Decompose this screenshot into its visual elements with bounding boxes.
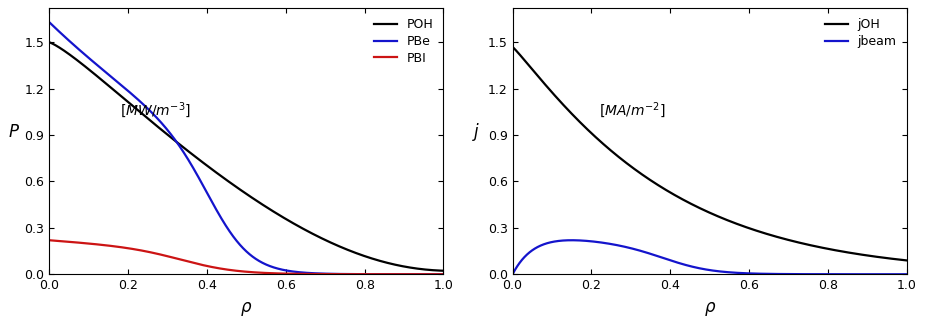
PBI: [64, 240, 75, 244]
jbeam: [566, 238, 577, 242]
POH: [64, 52, 75, 56]
jOH: [901, 259, 912, 262]
PBI: [43, 238, 55, 242]
PBe: [426, 272, 438, 276]
jbeam: [901, 272, 912, 276]
POH: [438, 269, 449, 273]
jbeam: [890, 272, 901, 276]
POH: [43, 40, 55, 44]
POH: [225, 181, 236, 185]
PBe: [426, 272, 438, 276]
X-axis label: ρ: ρ: [704, 298, 715, 316]
PBI: [236, 269, 247, 273]
Legend: POH, PBe, PBI: POH, PBe, PBI: [371, 15, 438, 69]
PBI: [426, 272, 438, 276]
jbeam: [688, 265, 699, 269]
jbeam: [507, 272, 518, 276]
POH: [354, 252, 365, 256]
Line: POH: POH: [49, 42, 443, 271]
Legend: jOH, jbeam: jOH, jbeam: [821, 15, 900, 52]
PBI: [426, 272, 438, 276]
jOH: [527, 68, 538, 72]
PBI: [438, 272, 449, 276]
PBI: [225, 268, 236, 272]
PBe: [225, 231, 236, 235]
PBe: [236, 244, 247, 248]
jOH: [698, 208, 709, 212]
PBe: [438, 272, 449, 276]
PBI: [354, 272, 365, 276]
PBe: [64, 39, 75, 43]
PBe: [43, 20, 55, 24]
jbeam: [699, 267, 710, 271]
Line: PBe: PBe: [49, 22, 443, 274]
jOH: [890, 257, 901, 261]
POH: [426, 268, 438, 272]
X-axis label: ρ: ρ: [241, 298, 252, 316]
jOH: [890, 257, 901, 261]
POH: [426, 268, 438, 272]
Line: jbeam: jbeam: [512, 240, 906, 274]
Line: PBI: PBI: [49, 240, 443, 274]
Text: $[MW/m^{-3}]$: $[MW/m^{-3}]$: [120, 100, 191, 120]
jOH: [507, 45, 518, 49]
Line: jOH: jOH: [512, 47, 906, 260]
jbeam: [818, 272, 829, 276]
Text: $[MA/m^{-2}]$: $[MA/m^{-2}]$: [599, 100, 666, 120]
PBe: [354, 272, 365, 276]
jbeam: [890, 272, 901, 276]
Y-axis label: j: j: [475, 123, 479, 141]
jOH: [818, 246, 829, 250]
POH: [236, 188, 247, 192]
jOH: [688, 203, 699, 207]
Y-axis label: P: P: [8, 123, 18, 141]
jbeam: [527, 248, 538, 252]
